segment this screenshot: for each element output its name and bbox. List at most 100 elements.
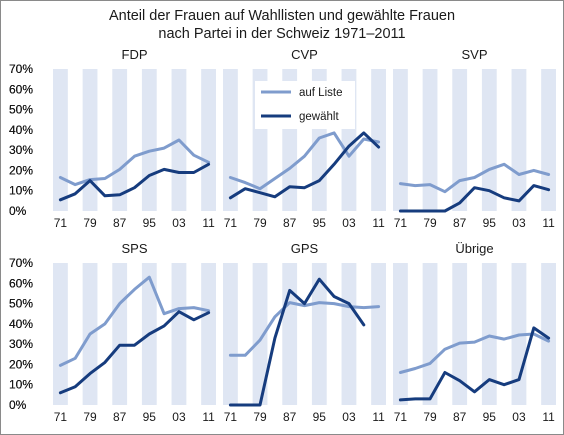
y-tick-label: 20% (9, 163, 33, 177)
data-point-gewaehlt (259, 192, 261, 194)
band (452, 263, 468, 405)
band (201, 263, 216, 405)
x-tick-label: 71 (224, 410, 238, 424)
panel-title: GPS (291, 241, 319, 256)
data-point-gewaehlt (303, 302, 305, 304)
data-point-auf-liste (244, 354, 246, 356)
band (171, 263, 187, 405)
data-point-auf-liste (473, 176, 475, 178)
x-tick-label: 87 (283, 410, 297, 424)
y-tick-label: 60% (9, 276, 33, 290)
x-tick-label: 11 (202, 410, 215, 424)
y-tick-label: 30% (9, 143, 33, 157)
series-line-auf-liste (228, 301, 381, 357)
chart-title-line-1: Anteil der Frauen auf Wahllisten und gew… (108, 8, 456, 24)
band (452, 69, 468, 211)
y-tick-label: 70% (9, 62, 33, 76)
data-point-auf-liste (458, 342, 460, 344)
x-tick-label: 11 (202, 216, 215, 230)
data-point-auf-liste (59, 176, 61, 178)
data-point-gewaehlt (148, 174, 150, 176)
y-tick-label: 20% (9, 163, 33, 177)
data-point-gewaehlt (59, 199, 61, 201)
y-tick-label: 10% (9, 378, 33, 392)
x-tick-label: 79 (83, 410, 97, 424)
data-point-auf-liste (74, 357, 76, 359)
data-point-auf-liste (229, 176, 231, 178)
y-tick-label: 40% (9, 123, 33, 137)
band (393, 69, 408, 211)
band (53, 263, 68, 405)
band (341, 263, 357, 405)
x-tick-label: 03 (172, 410, 186, 424)
data-point-gewaehlt (178, 310, 180, 312)
y-tick-label: 20% (9, 357, 33, 371)
x-tick-label: 11 (542, 410, 555, 424)
panel-title: FDP (122, 47, 148, 62)
data-point-auf-liste (488, 168, 490, 170)
data-point-auf-liste (89, 333, 91, 335)
data-point-auf-liste (333, 132, 335, 134)
band (112, 69, 128, 211)
y-tick-label: 70% (9, 256, 33, 270)
data-point-gewaehlt (118, 194, 120, 196)
data-point-gewaehlt (473, 186, 475, 188)
y-tick-label: 60% (9, 276, 33, 290)
data-point-gewaehlt (399, 210, 401, 212)
x-tick-label: 87 (453, 216, 467, 230)
y-tick-label: 30% (9, 337, 33, 351)
band (82, 69, 98, 211)
y-tick-label: 40% (9, 317, 33, 331)
data-point-gewaehlt (133, 344, 135, 346)
data-point-auf-liste (118, 168, 120, 170)
data-point-auf-liste (259, 187, 261, 189)
data-point-auf-liste (518, 334, 520, 336)
data-point-gewaehlt (547, 337, 549, 339)
data-point-auf-liste (547, 340, 549, 342)
data-point-gewaehlt (414, 398, 416, 400)
y-tick-label: 0% (9, 398, 27, 412)
series-line-auf-liste (58, 275, 211, 367)
y-tick-label: 0% (9, 398, 27, 412)
data-point-gewaehlt (318, 278, 320, 280)
data-point-auf-liste (74, 183, 76, 185)
y-tick-label: 20% (9, 357, 33, 371)
band (112, 263, 128, 405)
x-tick-label: 03 (512, 410, 526, 424)
data-point-gewaehlt (363, 132, 365, 134)
y-tick-label: 30% (9, 143, 33, 157)
x-tick-label: 87 (113, 410, 127, 424)
band (252, 263, 268, 405)
data-point-gewaehlt (444, 371, 446, 373)
y-tick-label: 10% (9, 184, 33, 198)
chart-title: Anteil der Frauen auf Wahllisten und gew… (1, 7, 563, 43)
y-tick-label: 70% (9, 256, 33, 270)
data-point-auf-liste (259, 339, 261, 341)
y-tick-label: 60% (9, 276, 33, 290)
data-point-auf-liste (429, 362, 431, 364)
band (393, 263, 408, 405)
y-tick-label: 50% (9, 297, 33, 311)
data-point-auf-liste (333, 302, 335, 304)
y-tick-label: 60% (9, 82, 33, 96)
chart-title-line-2: nach Partei in der Schweiz 1971–2011 (158, 26, 406, 42)
panel-uebrige: Übrige 0% 10% 20% 30% 40% 50% 60% 70% 71 79 87 95 03 1… (9, 241, 556, 424)
data-point-gewaehlt (74, 193, 76, 195)
y-tick-label: 10% (9, 378, 33, 392)
data-point-gewaehlt (104, 195, 106, 197)
data-point-auf-liste (303, 155, 305, 157)
band (141, 69, 157, 211)
panel-title: SPS (121, 241, 147, 256)
x-tick-label: 71 (394, 410, 408, 424)
data-point-gewaehlt (118, 344, 120, 346)
x-tick-label: 03 (342, 216, 356, 230)
x-tick-label: 03 (512, 216, 526, 230)
data-point-gewaehlt (488, 190, 490, 192)
series-line-gewaehlt (58, 162, 211, 202)
data-point-auf-liste (377, 141, 379, 143)
y-tick-label: 20% (9, 357, 33, 371)
data-point-gewaehlt (104, 361, 106, 363)
data-point-gewaehlt (259, 404, 261, 406)
data-point-auf-liste (178, 307, 180, 309)
